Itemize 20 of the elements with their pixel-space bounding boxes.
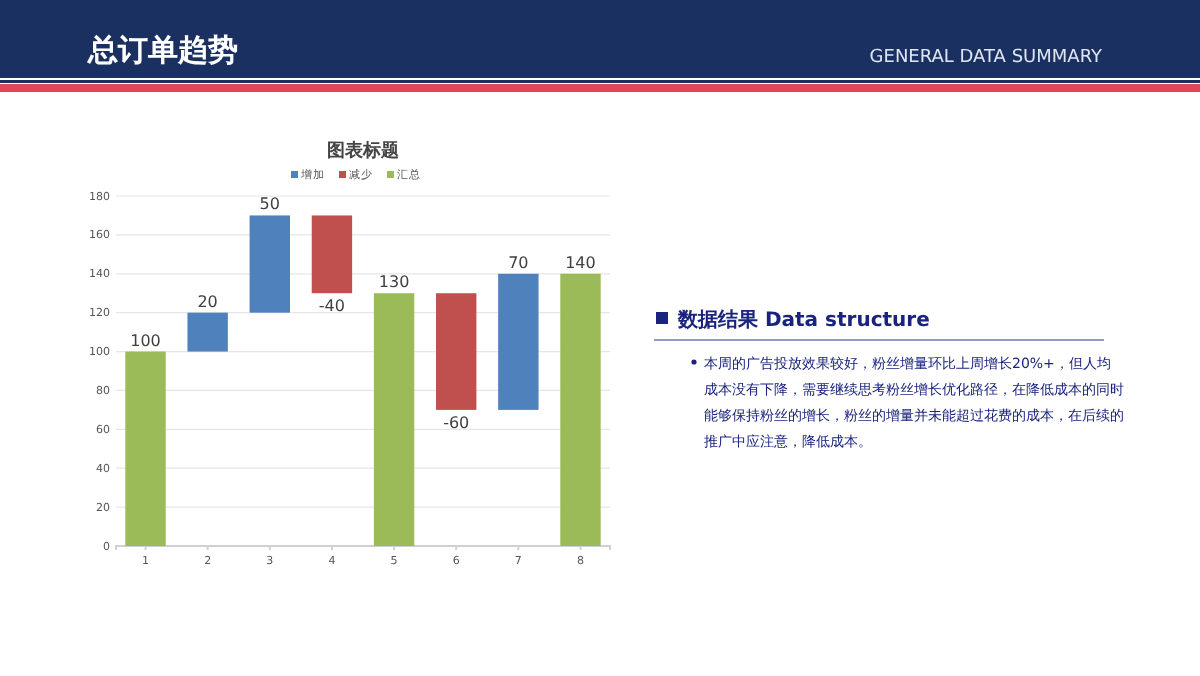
bar bbox=[311, 215, 353, 294]
bar bbox=[125, 351, 166, 546]
bar bbox=[436, 293, 477, 410]
bar bbox=[373, 293, 415, 546]
data-label: -40 bbox=[318, 297, 346, 316]
text: 总订单趋势 bbox=[86, 32, 238, 68]
chart-title: 图表标题 bbox=[327, 140, 399, 162]
bar bbox=[249, 215, 290, 313]
data-label: 130 bbox=[378, 273, 410, 292]
data-label: 20 bbox=[197, 292, 218, 311]
data-label: 70 bbox=[508, 253, 529, 272]
bar bbox=[560, 273, 601, 546]
bar bbox=[498, 273, 539, 410]
data-label: -60 bbox=[443, 413, 470, 432]
data-label: 50 bbox=[259, 195, 280, 214]
bar bbox=[187, 312, 228, 352]
text: 数据结果 Data structure bbox=[676, 308, 931, 332]
data-label: 100 bbox=[130, 331, 161, 350]
data-label: 140 bbox=[565, 253, 596, 272]
text: GENERAL DATA SUMMARY bbox=[869, 48, 1103, 68]
